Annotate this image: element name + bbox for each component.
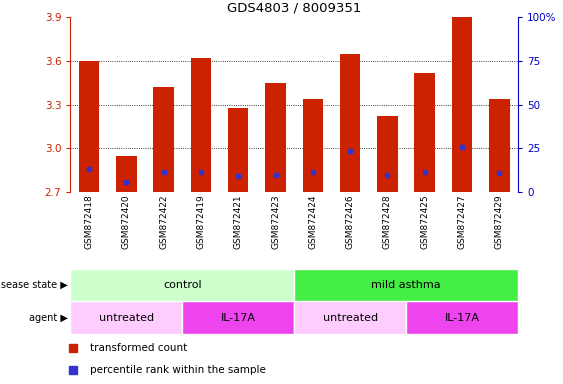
Bar [79,61,99,192]
Bar [340,54,360,192]
Bar [452,17,472,192]
Text: GSM872422: GSM872422 [159,194,168,249]
Bar [406,301,518,334]
Bar [153,87,174,192]
Bar [294,301,406,334]
Bar [265,83,286,192]
Text: GSM872424: GSM872424 [309,194,318,249]
Bar [191,58,211,192]
Text: untreated: untreated [99,313,154,323]
Text: GSM872420: GSM872420 [122,194,131,249]
Text: IL-17A: IL-17A [445,313,480,323]
Text: GSM872429: GSM872429 [495,194,504,249]
Bar [70,269,294,301]
Text: GSM872425: GSM872425 [420,194,429,249]
Bar [228,108,248,192]
Bar [377,116,397,192]
Text: control: control [163,280,202,290]
Bar [70,301,182,334]
Title: GDS4803 / 8009351: GDS4803 / 8009351 [227,2,361,15]
Bar [302,99,323,192]
Bar [294,269,518,301]
Text: mild asthma: mild asthma [371,280,441,290]
Text: GSM872427: GSM872427 [458,194,467,249]
Text: GSM872423: GSM872423 [271,194,280,249]
Text: agent ▶: agent ▶ [29,313,68,323]
Text: disease state ▶: disease state ▶ [0,280,68,290]
Text: GSM872421: GSM872421 [234,194,243,249]
Text: untreated: untreated [323,313,378,323]
Bar [182,301,294,334]
Text: GSM872426: GSM872426 [346,194,355,249]
Text: transformed count: transformed count [90,343,187,353]
Bar [489,99,510,192]
Text: GSM872428: GSM872428 [383,194,392,249]
Bar [116,156,137,192]
Text: percentile rank within the sample: percentile rank within the sample [90,365,266,375]
Bar [414,73,435,192]
Text: GSM872419: GSM872419 [196,194,205,249]
Text: GSM872418: GSM872418 [84,194,93,249]
Text: IL-17A: IL-17A [221,313,256,323]
